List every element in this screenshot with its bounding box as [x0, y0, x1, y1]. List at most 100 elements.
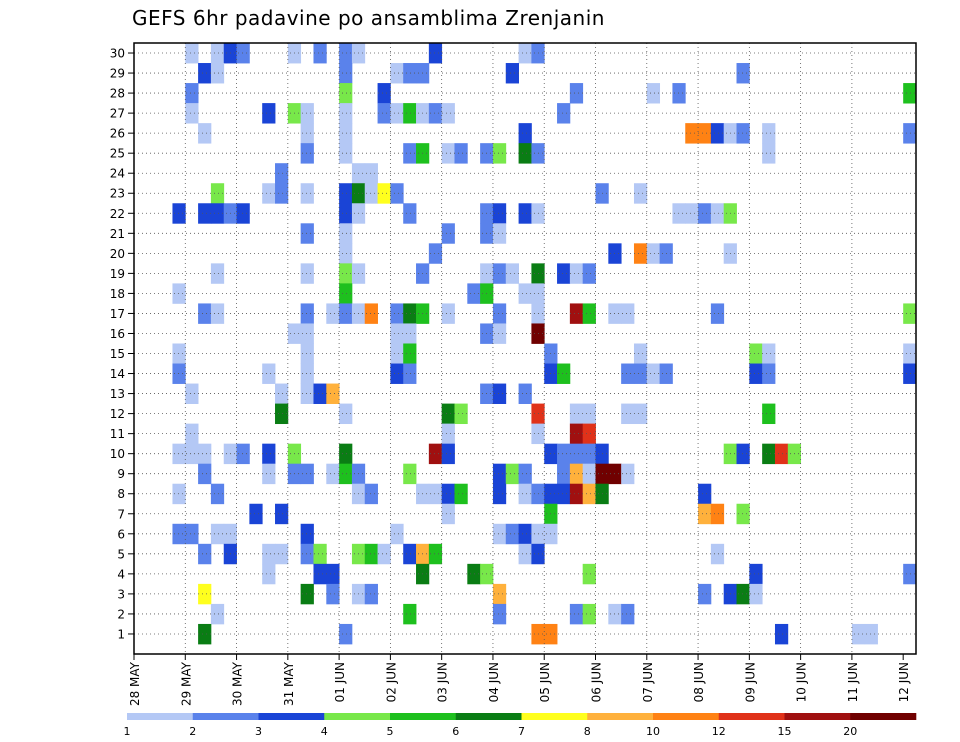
heatmap-cell — [698, 483, 712, 505]
heatmap-cell — [210, 523, 225, 545]
heatmap-cell — [710, 123, 725, 144]
heatmap-cell — [172, 483, 186, 505]
heatmap-cell — [172, 203, 186, 224]
colorbar-label: 20 — [843, 725, 857, 738]
heatmap-cell — [403, 203, 417, 224]
heatmap-cell — [903, 343, 917, 364]
heatmap-cell — [313, 563, 327, 585]
heatmap-cell — [339, 243, 353, 264]
x-tick-label: 03 JUN — [436, 662, 450, 702]
y-tick-label: 30 — [110, 47, 125, 61]
heatmap-cell — [236, 43, 250, 64]
heatmap-cell — [403, 103, 417, 124]
heatmap-cell — [185, 103, 199, 124]
heatmap-cell — [518, 483, 532, 505]
heatmap-cell — [633, 343, 648, 364]
heatmap-cell — [275, 543, 289, 565]
heatmap-cell — [428, 43, 443, 64]
heatmap-cell — [569, 603, 584, 625]
heatmap-cell — [441, 303, 455, 324]
heatmap-cell — [390, 363, 404, 384]
heatmap-cell — [621, 463, 635, 485]
x-tick-label: 07 JUN — [641, 662, 655, 702]
heatmap-cell — [390, 323, 404, 344]
heatmap-cell — [210, 63, 225, 84]
heatmap-cell — [377, 543, 391, 565]
heatmap-cell — [313, 43, 327, 64]
heatmap-cell — [300, 103, 314, 124]
heatmap-cell — [339, 303, 353, 324]
heatmap-cell — [262, 563, 276, 585]
heatmap-cell — [364, 183, 378, 204]
heatmap-cell — [505, 63, 519, 84]
heatmap-cell — [210, 603, 225, 625]
heatmap-cell — [582, 443, 596, 465]
heatmap-cell — [198, 583, 212, 605]
heatmap-cell — [172, 523, 186, 545]
heatmap-cell — [518, 463, 532, 485]
x-tick-label: 01 JUN — [333, 662, 347, 702]
heatmap-cell — [441, 143, 455, 164]
heatmap-cell — [300, 143, 314, 164]
heatmap-cell — [339, 103, 353, 124]
heatmap-cell — [428, 483, 443, 505]
x-tick-label: 29 MAY — [179, 661, 193, 706]
colorbar-swatch — [455, 713, 522, 720]
heatmap-cell — [569, 83, 584, 104]
heatmap-cell — [339, 43, 353, 64]
y-tick-label: 18 — [110, 287, 125, 301]
heatmap-cell — [198, 303, 212, 324]
heatmap-cell — [569, 423, 584, 445]
heatmap-cell — [492, 303, 507, 324]
heatmap-cell — [249, 503, 263, 525]
x-tick-label: 30 MAY — [231, 661, 245, 706]
heatmap-cell — [313, 543, 327, 565]
heatmap-cell — [172, 283, 186, 304]
heatmap-cell — [210, 483, 225, 505]
heatmap-cell — [198, 443, 212, 465]
heatmap-cell — [275, 383, 289, 404]
heatmap-cell — [339, 123, 353, 144]
heatmap-cell — [903, 123, 917, 144]
x-tick-label: 09 JUN — [743, 662, 757, 702]
colorbar-label: 10 — [646, 725, 660, 738]
heatmap-cell — [505, 263, 519, 284]
heatmap-cell — [339, 463, 353, 485]
heatmap-cell — [736, 503, 750, 525]
x-tick-label: 05 JUN — [538, 662, 552, 702]
heatmap-cell — [198, 203, 212, 224]
heatmap-cell — [672, 203, 686, 224]
y-tick-label: 23 — [110, 187, 125, 201]
heatmap-cell — [569, 443, 584, 465]
heatmap-cell — [377, 183, 391, 204]
heatmap-cell — [582, 263, 596, 284]
heatmap-cell — [390, 103, 404, 124]
heatmap-cell — [262, 543, 276, 565]
heatmap-cell — [903, 83, 917, 104]
y-tick-label: 10 — [110, 447, 125, 461]
heatmap-cell — [390, 523, 404, 545]
x-axis: 28 MAY 29 MAY 30 MAY 31 MAY 01 JUN 02 JUN 03 J… — [128, 654, 911, 706]
heatmap-cell — [774, 443, 789, 465]
y-tick-label: 7 — [117, 507, 125, 521]
chart-title: GEFS 6hr padavine po ansamblima Zrenjani… — [132, 6, 605, 30]
heatmap-cell — [698, 583, 712, 605]
heatmap-cell — [403, 323, 417, 344]
heatmap-cell — [364, 163, 378, 184]
heatmap-cell — [210, 183, 225, 204]
y-tick-label: 28 — [110, 87, 125, 101]
heatmap-cell — [518, 283, 532, 304]
x-tick-label: 31 MAY — [282, 661, 296, 706]
colorbar-swatch — [127, 713, 194, 720]
heatmap-cell — [313, 383, 327, 404]
heatmap-cell — [300, 223, 314, 244]
heatmap-cell — [403, 463, 417, 485]
heatmap-cell — [428, 443, 443, 465]
heatmap-cell — [441, 483, 455, 505]
heatmap-cell — [569, 483, 584, 505]
y-tick-label: 17 — [110, 307, 125, 321]
heatmap-cell — [236, 443, 250, 465]
heatmap-cell — [403, 63, 417, 84]
heatmap-cell — [569, 463, 584, 485]
heatmap-cell — [492, 583, 507, 605]
